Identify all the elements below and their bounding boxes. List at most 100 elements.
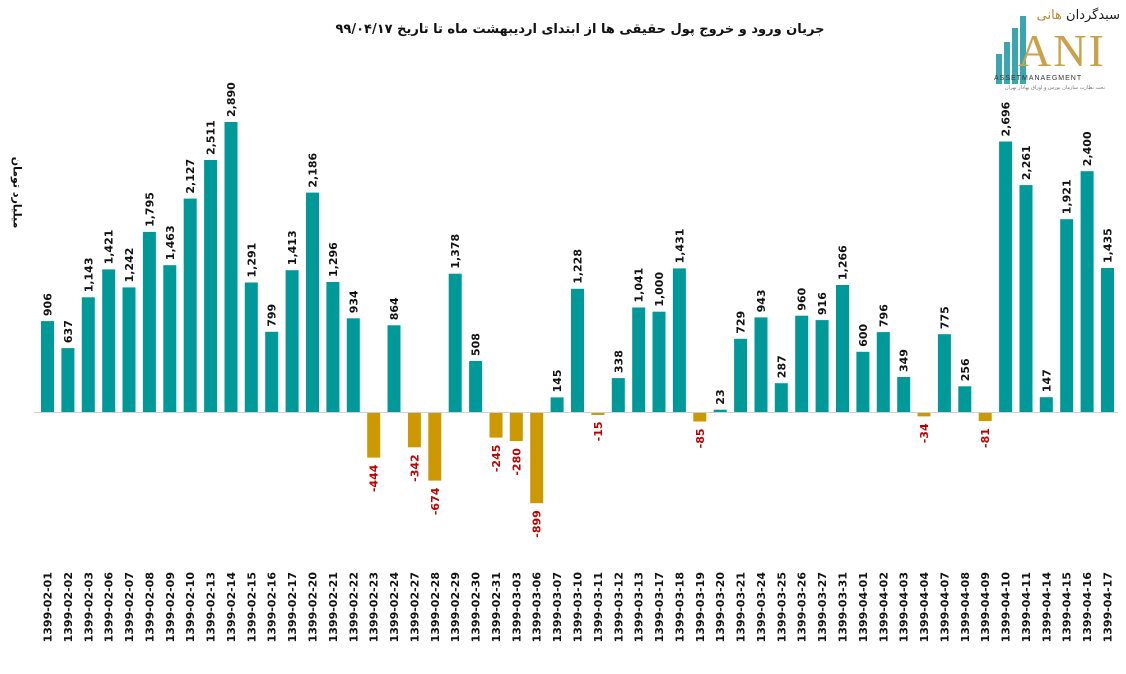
- x-tick-label: 1399-02-17: [286, 572, 299, 642]
- x-tick-label: 1399-03-20: [714, 572, 727, 643]
- x-tick-label: 1399-04-04: [918, 572, 931, 643]
- x-tick-label: 1399-03-03: [510, 572, 523, 642]
- value-label: 2,511: [205, 120, 218, 155]
- value-label: 1,266: [837, 245, 850, 280]
- x-tick-label: 1399-03-18: [673, 572, 686, 642]
- x-tick-label: 1399-03-24: [755, 572, 768, 643]
- bar: [1060, 219, 1074, 412]
- value-label: 1,431: [673, 229, 686, 264]
- bar: [244, 282, 258, 412]
- bar: [81, 297, 95, 412]
- bar: [611, 378, 625, 412]
- x-tick-label: 1399-03-13: [633, 572, 646, 642]
- logo-bar: [996, 54, 1002, 84]
- x-tick-label: 1399-02-14: [225, 572, 238, 643]
- x-tick-label: 1399-03-17: [653, 572, 666, 642]
- value-label: 1,143: [82, 258, 95, 293]
- value-label: 145: [551, 369, 564, 392]
- bar: [469, 361, 483, 412]
- x-tick-label: 1399-04-03: [898, 572, 911, 642]
- x-tick-label: 1399-02-02: [62, 572, 75, 642]
- value-label: 775: [938, 306, 951, 329]
- value-label: 637: [62, 320, 75, 343]
- bar: [142, 231, 156, 412]
- logo-tagline: تحت نظارت سازمان بورس و اوراق بهادار تهر…: [1005, 85, 1105, 91]
- value-label: 256: [959, 358, 972, 381]
- x-tick-label: 1399-02-13: [205, 572, 218, 642]
- x-tick-label: 1399-04-09: [979, 572, 992, 642]
- bar: [958, 386, 972, 412]
- bar: [856, 351, 870, 412]
- bar: [387, 325, 401, 412]
- value-label: -280: [510, 448, 523, 476]
- x-tick-label: 1399-02-01: [42, 572, 55, 642]
- value-label: 906: [42, 293, 55, 316]
- x-tick-label: 1399-02-09: [164, 572, 177, 642]
- value-label: 1,228: [572, 249, 585, 284]
- value-label: 796: [877, 304, 890, 327]
- x-tick-label: 1399-03-06: [531, 572, 544, 643]
- value-label: 600: [857, 323, 870, 346]
- x-tick-label: 1399-04-16: [1081, 572, 1094, 643]
- bar: [1101, 268, 1114, 412]
- x-tick-label: 1399-03-10: [572, 572, 585, 643]
- value-label: 287: [775, 355, 788, 378]
- logo-bar: [1012, 28, 1018, 84]
- bars-group: [41, 122, 1114, 504]
- bar: [897, 377, 911, 412]
- value-label: -444: [368, 464, 381, 492]
- value-label: -81: [979, 428, 992, 448]
- bar: [326, 282, 340, 412]
- value-label: 1,463: [164, 225, 177, 260]
- value-label: -34: [918, 423, 931, 443]
- x-tick-label: 1399-04-08: [959, 572, 972, 642]
- x-tick-label: 1399-02-23: [368, 572, 381, 642]
- value-label: 338: [612, 350, 625, 373]
- x-tick-label: 1399-03-25: [775, 572, 788, 642]
- x-tick-label: 1399-02-07: [123, 572, 136, 642]
- x-tick-label: 1399-02-06: [103, 572, 116, 643]
- bar: [41, 321, 54, 412]
- bar: [102, 269, 116, 412]
- bar: [448, 273, 462, 412]
- bar: [815, 320, 829, 412]
- value-label: 1,921: [1061, 179, 1074, 214]
- x-tick-label: 1399-04-14: [1040, 572, 1053, 643]
- value-label: 1,795: [143, 192, 156, 227]
- bar: [163, 265, 177, 412]
- bar: [836, 285, 849, 412]
- value-label: -85: [694, 429, 707, 449]
- bar: [672, 268, 686, 412]
- logo-subtitle: ASSETMANAEGMENT: [994, 75, 1083, 82]
- value-label: 1,000: [653, 272, 666, 307]
- bar: [917, 413, 931, 417]
- company-logo: سبدگردان هانی ANI ASSETMANAEGMENT تحت نظ…: [990, 8, 1120, 96]
- x-tick-label: 1399-02-08: [143, 572, 156, 642]
- x-tick-label: 1399-03-21: [735, 572, 748, 642]
- value-label: 2,696: [1000, 101, 1013, 136]
- x-tick-label: 1399-04-01: [857, 572, 870, 642]
- logo-persian-name: سبدگردان هانی: [1020, 8, 1120, 23]
- x-tick-label: 1399-02-03: [82, 572, 95, 642]
- x-tick-label: 1399-04-07: [938, 572, 951, 642]
- x-tick-label: 1399-03-26: [796, 572, 809, 643]
- value-label: 934: [347, 290, 360, 313]
- bar: [265, 331, 279, 412]
- bar: [876, 332, 890, 412]
- x-tick-label: 1399-04-10: [1000, 572, 1013, 643]
- bar: [774, 383, 788, 412]
- bar: [183, 198, 197, 412]
- x-tick-label: 1399-02-24: [388, 572, 401, 643]
- bar: [509, 413, 523, 442]
- x-tick-label: 1399-04-11: [1020, 572, 1033, 642]
- logo-name-main: سبدگردان: [1066, 8, 1120, 23]
- value-label: 1,413: [286, 230, 299, 265]
- logo-bar: [1020, 16, 1026, 84]
- x-tick-label: 1399-03-19: [694, 572, 707, 642]
- x-tick-labels-group: 1399-02-01 1399-02-02 1399-02-03 1399-02-06…: [42, 572, 1115, 643]
- bar: [693, 413, 707, 422]
- bar: [713, 409, 727, 412]
- bar: [591, 413, 605, 415]
- value-label: 943: [755, 289, 768, 312]
